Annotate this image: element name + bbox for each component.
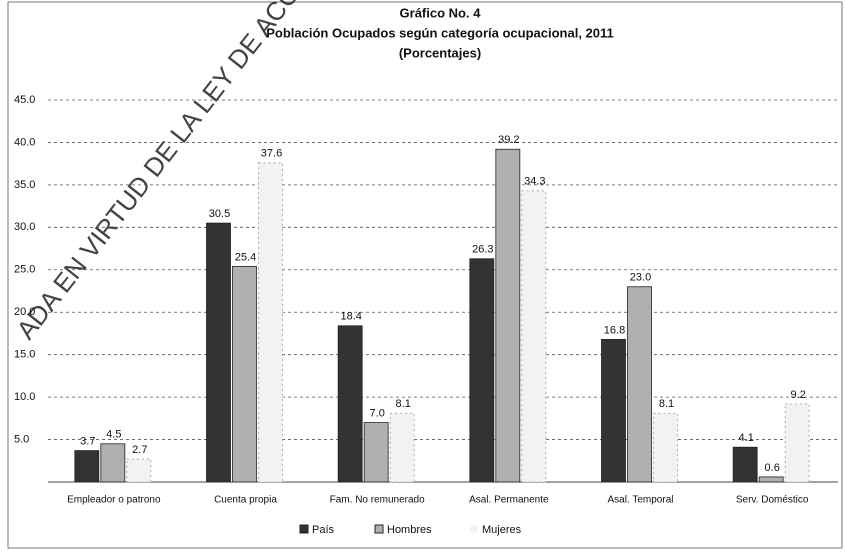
data-label: 25.4	[235, 251, 256, 263]
legend-swatch	[299, 524, 309, 534]
data-label: 0.6	[765, 462, 780, 474]
x-tick-label: Fam. No remunerado	[330, 495, 425, 506]
data-label: 23.0	[630, 272, 651, 284]
unit-note: (Porcentajes)	[399, 45, 481, 60]
legend-label: País	[312, 524, 335, 536]
legend-swatch	[374, 524, 384, 534]
y-tick-label: 15.0	[14, 349, 35, 361]
bar	[100, 443, 126, 483]
bar	[627, 286, 652, 483]
bar	[469, 258, 495, 483]
data-label: 39.2	[498, 134, 519, 146]
y-tick-label: 5.0	[14, 433, 29, 445]
bar	[363, 422, 389, 483]
chart-title: Gráfico No. 4	[400, 5, 482, 20]
data-label: 26.3	[472, 244, 493, 256]
y-tick-label: 25.0	[14, 264, 35, 276]
x-tick-label: Cuenta propia	[214, 495, 277, 506]
data-label: 4.1	[739, 432, 754, 444]
bar	[495, 148, 521, 483]
data-label: 9.2	[791, 389, 806, 401]
bar	[258, 162, 283, 483]
x-tick-label: Asal. Permanente	[469, 495, 549, 506]
legend-label: Mujeres	[482, 524, 522, 536]
data-label: 16.8	[604, 324, 625, 336]
data-label: 2.7	[132, 444, 147, 456]
legend-swatch	[469, 524, 479, 534]
bar	[126, 458, 152, 483]
data-label: 3.7	[80, 435, 95, 447]
data-label: 18.4	[340, 311, 361, 323]
bar	[732, 446, 758, 483]
y-tick-label: 20.0	[14, 306, 35, 318]
data-label: 7.0	[370, 407, 385, 419]
bar	[758, 476, 784, 483]
bar	[232, 265, 257, 483]
data-label: 37.6	[261, 148, 282, 160]
bar	[337, 325, 363, 483]
y-tick-label: 10.0	[14, 391, 35, 403]
bar	[74, 450, 100, 483]
legend-label: Hombres	[387, 524, 432, 536]
x-tick-label: Empleador o patrono	[67, 495, 161, 506]
bar	[521, 190, 547, 483]
data-label: 30.5	[209, 208, 230, 220]
bar	[206, 222, 231, 483]
bar	[601, 338, 626, 483]
y-tick-label: 45.0	[14, 94, 35, 106]
bar	[784, 403, 810, 483]
y-tick-label: 35.0	[14, 179, 35, 191]
chart-subtitle: Población Ocupados según categoría ocupa…	[266, 25, 614, 40]
frame	[7, 1, 843, 549]
data-label: 4.5	[106, 429, 121, 441]
x-tick-label: Asal. Temporal	[608, 495, 674, 506]
bar	[653, 412, 678, 483]
bar	[389, 412, 415, 483]
data-label: 8.1	[396, 398, 411, 410]
data-label: 8.1	[659, 398, 674, 410]
y-tick-label: 40.0	[14, 136, 35, 148]
y-tick-label: 30.0	[14, 221, 35, 233]
data-label: 34.3	[524, 176, 545, 188]
x-tick-label: Serv. Doméstico	[736, 495, 809, 506]
